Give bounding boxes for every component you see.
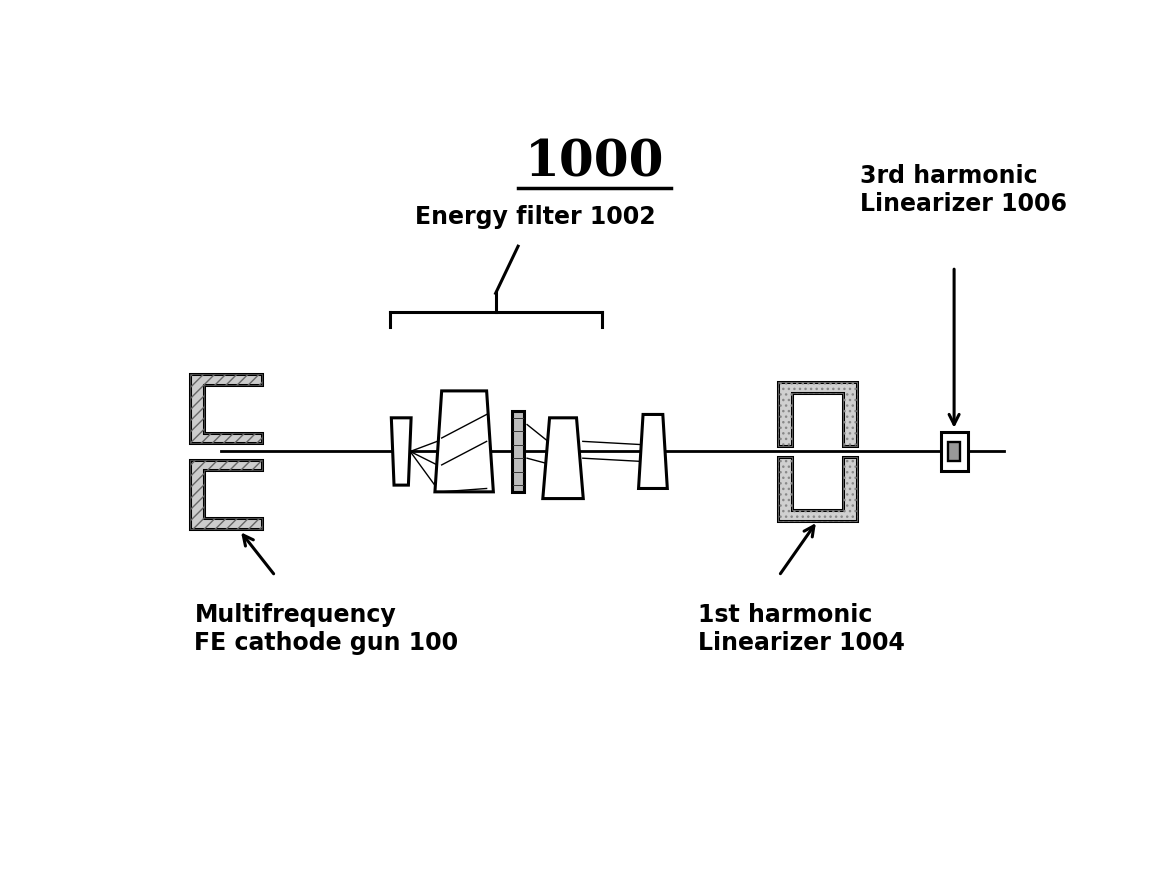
Bar: [948, 442, 960, 461]
Polygon shape: [190, 460, 262, 529]
Text: Energy filter 1002: Energy filter 1002: [415, 205, 655, 229]
Polygon shape: [638, 414, 667, 489]
Polygon shape: [190, 374, 262, 443]
Text: 1st harmonic
Linearizer 1004: 1st harmonic Linearizer 1004: [698, 603, 905, 655]
Polygon shape: [778, 457, 857, 521]
Text: 1000: 1000: [524, 138, 665, 188]
Polygon shape: [543, 418, 583, 498]
Bar: [941, 432, 967, 471]
Text: Multifrequency
FE cathode gun 100: Multifrequency FE cathode gun 100: [195, 603, 458, 655]
Polygon shape: [778, 382, 857, 446]
Polygon shape: [391, 418, 411, 485]
Polygon shape: [435, 391, 493, 492]
Text: 3rd harmonic
Linearizer 1006: 3rd harmonic Linearizer 1006: [860, 164, 1067, 216]
Polygon shape: [512, 411, 524, 492]
